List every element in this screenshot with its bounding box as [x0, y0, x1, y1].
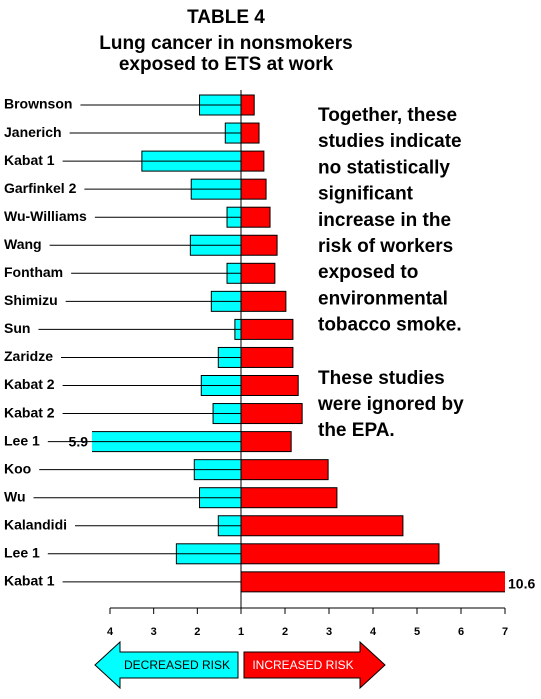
- annotation: increase in the: [318, 210, 451, 231]
- x-tick-label: 3: [151, 626, 157, 638]
- chart-title: TABLE 4: [187, 7, 265, 28]
- x-tick-label: 2: [194, 626, 200, 638]
- increased-arrow: [243, 640, 386, 690]
- right-bar: [241, 375, 299, 396]
- right-bar: [241, 543, 440, 565]
- category-label: Wu-Williams: [4, 208, 87, 224]
- left-bars: [92, 94, 242, 565]
- right-bar: [241, 290, 287, 312]
- arrow-label: DECREASED RISK: [124, 658, 230, 672]
- value-label: 10.6: [508, 576, 535, 592]
- annotation: no statistically: [318, 157, 450, 178]
- category-label: Kabat 2: [4, 376, 55, 392]
- value-label: 5.9: [69, 433, 89, 449]
- category-label: Brownson: [4, 96, 72, 112]
- x-tick-label: 5: [414, 626, 420, 638]
- annotation: risk of workers: [318, 236, 453, 257]
- category-label: Lee 1: [4, 545, 40, 561]
- right-bar: [241, 150, 265, 172]
- category-label: Janerich: [4, 124, 62, 140]
- x-tick-label: 6: [458, 626, 464, 638]
- arrow-label: INCREASED RISK: [252, 658, 353, 672]
- category-label: Wang: [4, 236, 42, 252]
- right-bar: [241, 487, 338, 509]
- right-bar: [241, 178, 267, 200]
- category-label: Kabat 1: [4, 573, 55, 589]
- right-bar: [241, 346, 294, 368]
- category-label: Sun: [4, 320, 30, 336]
- category-label: Kabat 1: [4, 152, 55, 168]
- right-bar: [241, 431, 292, 453]
- annotation: studies indicate: [318, 131, 462, 152]
- right-bar: [241, 403, 303, 425]
- annotation: environmental: [318, 288, 448, 309]
- x-tick-label: 7: [502, 626, 508, 638]
- annotation: exposed to: [318, 262, 418, 283]
- right-bar: [241, 262, 276, 284]
- decreased-arrow: [94, 640, 239, 690]
- category-label: Zaridze: [4, 348, 53, 364]
- x-tick-label: 4: [107, 626, 114, 638]
- right-bar: [241, 318, 294, 340]
- annotation: These studies: [318, 368, 445, 389]
- annotation: the EPA.: [318, 420, 395, 441]
- subtitle: exposed to ETS at work: [119, 54, 334, 75]
- annotation: were ignored by: [317, 394, 464, 415]
- category-label: Fontham: [4, 264, 63, 280]
- annotation: tobacco smoke.: [318, 315, 462, 336]
- x-tick-label: 1: [238, 626, 244, 638]
- x-tick-label: 3: [326, 626, 332, 638]
- category-label: Lee 1: [4, 432, 40, 448]
- x-tick-label: 2: [282, 626, 288, 638]
- category-label: Kabat 2: [4, 404, 55, 420]
- annotation: significant: [318, 184, 414, 205]
- category-label: Wu: [4, 488, 26, 504]
- right-bar: [241, 206, 271, 228]
- right-bar: [241, 94, 255, 116]
- category-label: Shimizu: [4, 292, 58, 308]
- category-label: Koo: [4, 460, 31, 476]
- category-label: Garfinkel 2: [4, 180, 77, 196]
- right-bar: [241, 122, 260, 144]
- right-bar: [241, 571, 505, 593]
- annotation: Together, these: [318, 105, 457, 126]
- right-bars: [241, 94, 505, 593]
- category-label: Kalandidi: [4, 516, 67, 532]
- subtitle: Lung cancer in nonsmokers: [99, 33, 352, 54]
- right-bar: [241, 234, 278, 256]
- x-tick-label: 4: [370, 626, 377, 638]
- right-bar: [241, 459, 329, 481]
- right-bar: [241, 515, 404, 537]
